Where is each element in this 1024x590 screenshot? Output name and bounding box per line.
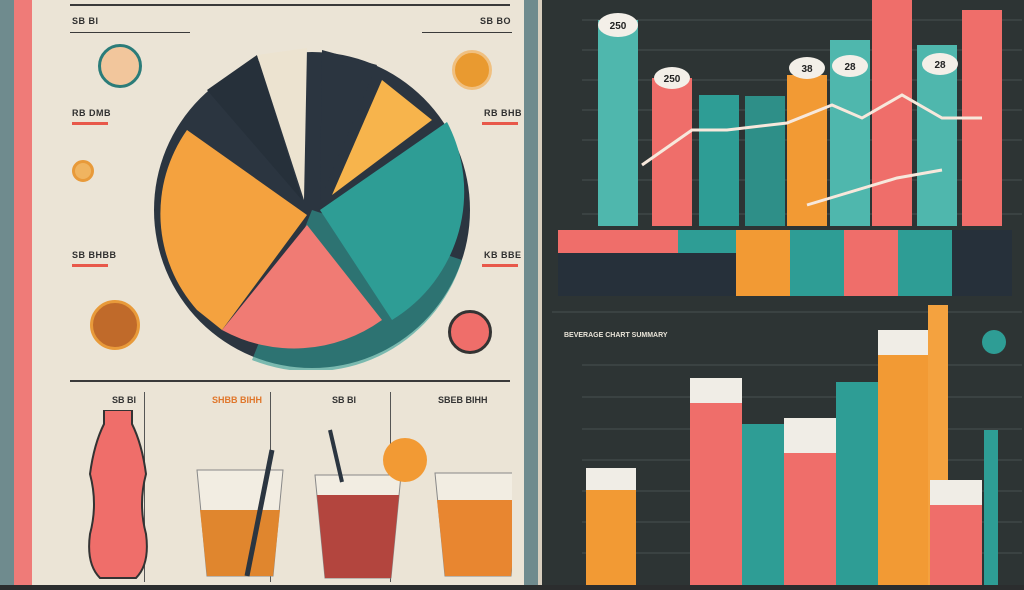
top-left-label: SB BI	[72, 16, 99, 26]
side-label: RB BHB	[484, 108, 522, 118]
label-underline	[482, 264, 518, 267]
pie-slice-pink	[222, 225, 382, 349]
label-underline	[72, 122, 108, 125]
drink-label: SB BI	[112, 395, 137, 405]
pie-slice-orange	[160, 130, 307, 330]
divider	[70, 380, 510, 382]
orange-icon	[452, 50, 492, 90]
top-right-label: SB BO	[480, 16, 512, 26]
pie-infographic-panel: SB BI SB BO RB DMB SB BHBB RB BHB KB BBE	[14, 0, 524, 585]
cup-icon	[98, 44, 142, 88]
coin-icon	[72, 160, 94, 182]
svg-text:250: 250	[610, 21, 627, 32]
pie-slice-light-orange	[332, 80, 432, 195]
drinks-illustration	[88, 410, 512, 579]
left-panel-bg: SB BI SB BO RB DMB SB BHBB RB BHB KB BBE	[0, 0, 540, 585]
bar-charts-panel: 250 250 38 28 28 BEVERAGE CHART SUMMARY	[538, 0, 1024, 585]
side-label: KB BBE	[484, 250, 522, 260]
package-icon	[90, 300, 140, 350]
side-label: RB DMB	[72, 108, 111, 118]
drink-label: SB BI	[332, 395, 357, 405]
drink-label: SBEB BIHH	[438, 395, 488, 405]
side-label: SB BHBB	[72, 250, 117, 260]
label-underline	[72, 264, 108, 267]
bottom-chart-title: BEVERAGE CHART SUMMARY	[564, 332, 668, 339]
svg-text:38: 38	[801, 64, 813, 75]
divider	[70, 4, 510, 6]
pie-slice-navy	[207, 55, 302, 200]
svg-text:28: 28	[844, 62, 856, 73]
divider	[422, 32, 512, 33]
bag-icon	[448, 310, 492, 354]
label-underline	[482, 122, 518, 125]
pie-slice-dark	[320, 50, 377, 200]
drink-label: SHBB BIHH	[212, 395, 263, 405]
pie-slice-cream	[257, 48, 307, 200]
svg-text:250: 250	[664, 74, 681, 85]
svg-text:28: 28	[934, 60, 946, 71]
divider	[70, 32, 190, 33]
pie-slice-teal	[320, 122, 465, 320]
pie-chart	[154, 48, 470, 370]
chart-top: 250 250 38 28 28 BEVERAGE CHART SUMMARY	[552, 0, 1022, 585]
